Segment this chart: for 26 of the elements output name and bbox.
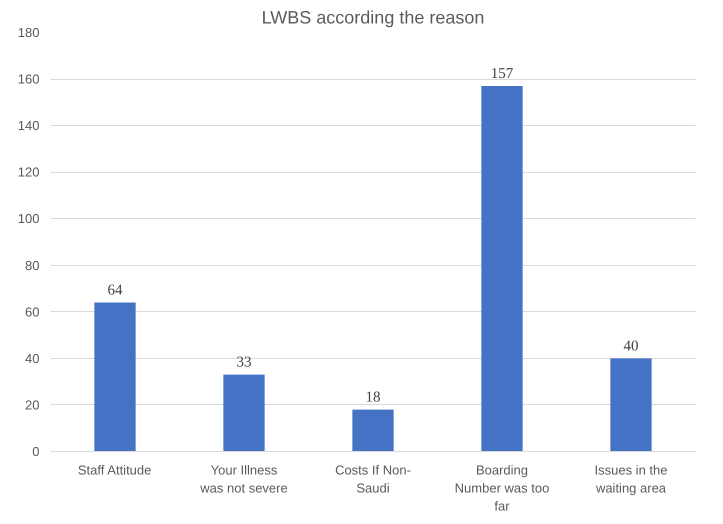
bar [223,374,265,452]
y-tick-label: 20 [25,397,40,412]
y-tick-label: 40 [25,350,40,366]
bar [481,86,523,452]
y-tick-label: 80 [25,258,40,273]
y-tick-label: 140 [18,118,40,134]
data-label: 157 [490,66,514,82]
bar [610,358,652,452]
bar [352,410,394,452]
y-tick-label: 160 [18,72,40,87]
y-tick-label: 100 [18,211,40,226]
y-tick-label: 120 [18,164,40,180]
x-tick-label: Costs If Non-Saudi [335,462,411,496]
chart-title: LWBS according the reason [262,8,484,28]
data-label: 64 [108,282,123,299]
bar [94,302,136,452]
y-tick-label: 180 [18,25,40,40]
data-label: 40 [624,338,638,354]
x-tick-label: Staff Attitude [78,462,152,478]
x-tick-label: Your Illness was not severe [199,462,288,496]
x-tick-label: Issues in the waiting area [594,462,668,496]
x-tick-label: Boarding Number was too far [454,462,550,514]
data-label: 18 [366,390,380,406]
y-tick-label: 60 [25,304,40,320]
y-tick-label: 0 [32,444,40,459]
data-label: 33 [236,354,252,371]
